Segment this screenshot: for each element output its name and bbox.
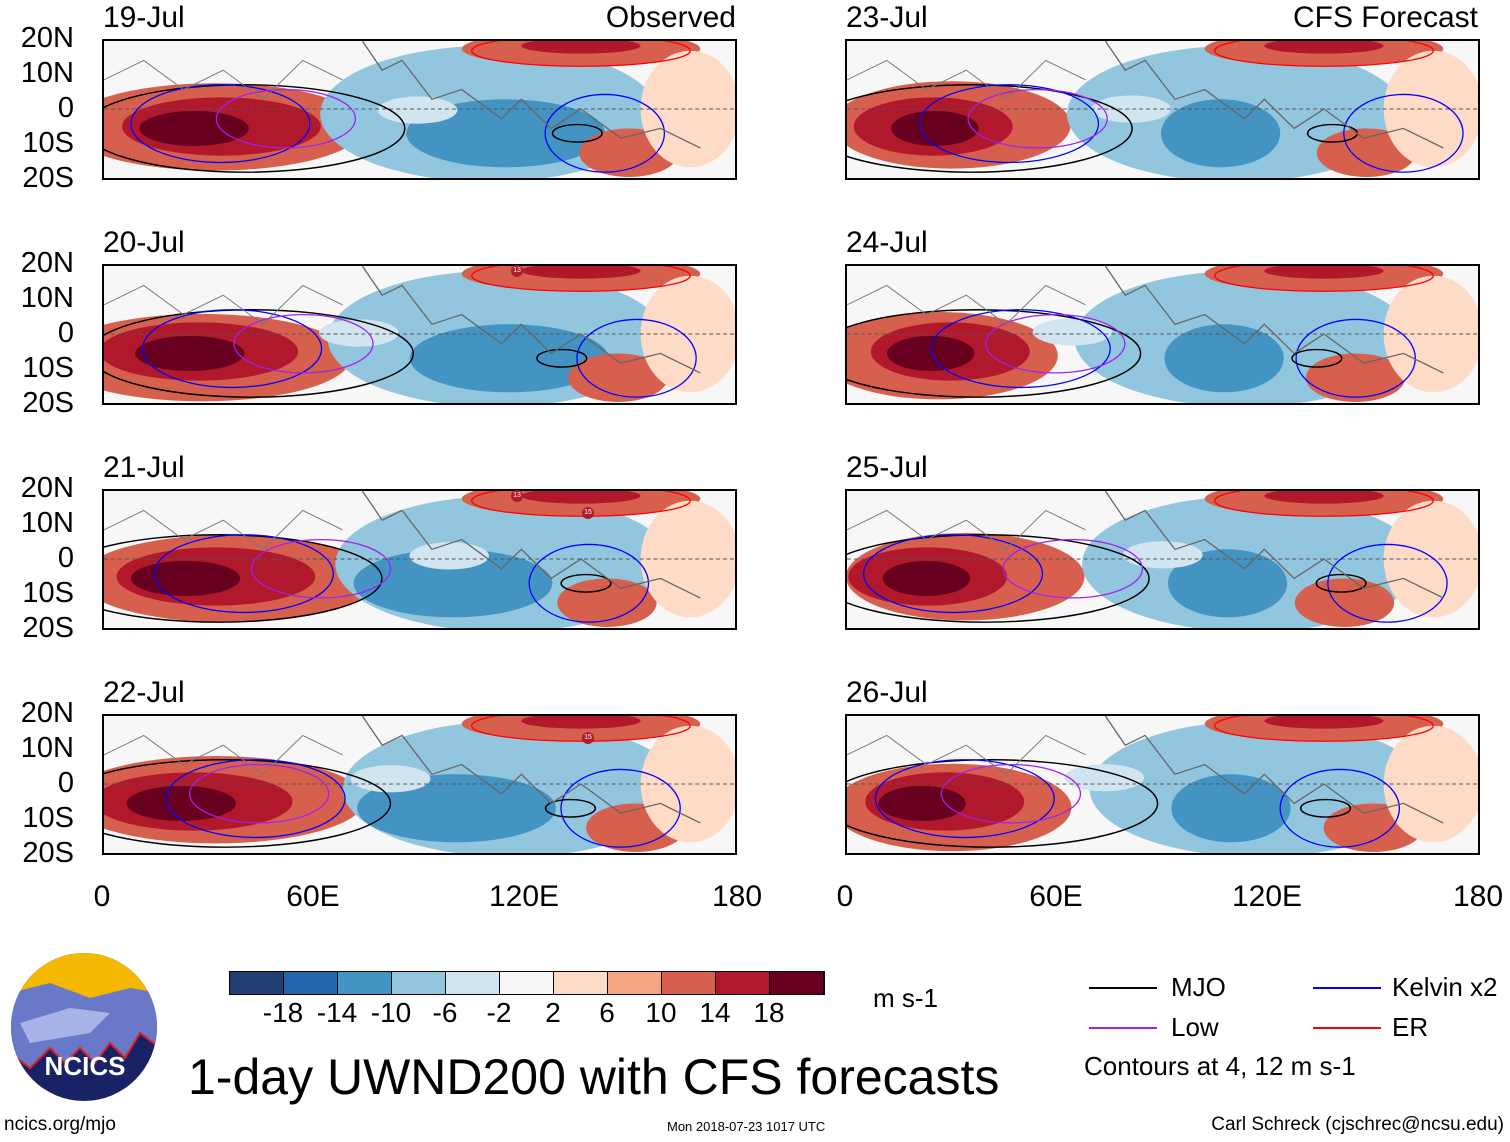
legend-low: Low	[1171, 1012, 1219, 1042]
map-panel	[845, 264, 1480, 405]
lat-label: 10S	[22, 352, 74, 384]
colorbar-label: -14	[316, 997, 358, 1028]
uwnd-field	[847, 491, 1478, 628]
lat-label: 20S	[22, 612, 74, 644]
map-panel	[845, 39, 1480, 180]
legend-mjo-line	[1089, 987, 1157, 989]
storm-marker: 15	[582, 507, 594, 519]
uwnd-field	[104, 41, 735, 178]
lon-label: 180	[711, 880, 763, 913]
uwnd-field	[104, 266, 735, 403]
colorbar-swatch	[770, 972, 824, 994]
figure-title: 1-day UWND200 with CFS forecasts	[188, 1049, 1000, 1105]
lat-label: 10N	[20, 507, 74, 539]
lon-label: 60E	[1029, 880, 1083, 913]
lat-label: 20N	[20, 247, 74, 279]
storm-marker: 13	[511, 265, 523, 277]
lat-label: 20S	[22, 837, 74, 869]
footer-timestamp: Mon 2018-07-23 1017 UTC	[667, 1119, 826, 1134]
lat-label: 20N	[20, 472, 74, 504]
map-panel	[102, 264, 737, 405]
observed-title: Observed	[605, 1, 736, 34]
colorbar-swatch	[716, 972, 770, 994]
colorbar-swatch	[662, 972, 716, 994]
lon-label: 120E	[488, 880, 560, 913]
lat-label: 20N	[20, 697, 74, 729]
panel-date: 19-Jul	[103, 1, 185, 34]
storm-marker: 13	[511, 490, 523, 502]
map-panel	[102, 489, 737, 630]
lat-label: 10N	[20, 282, 74, 314]
legend-mjo: MJO	[1171, 972, 1226, 1002]
lat-label: 0	[57, 767, 74, 799]
colorbar-label: -6	[432, 997, 458, 1028]
colorbar	[229, 971, 825, 995]
colorbar-swatch	[608, 972, 662, 994]
cfs-forecast-title: CFS Forecast	[1292, 1, 1478, 34]
legend-low-line	[1089, 1027, 1157, 1029]
lat-label: 0	[57, 317, 74, 349]
lat-label: 0	[57, 92, 74, 124]
legend-kelvin: Kelvin x2	[1392, 972, 1498, 1002]
colorbar-swatch	[284, 972, 338, 994]
uwnd-field	[104, 716, 735, 853]
uwnd-field	[104, 491, 735, 628]
panel-date: 25-Jul	[846, 451, 928, 484]
colorbar-label: 10	[645, 997, 677, 1028]
lon-label: 0	[836, 880, 854, 913]
storm-marker: 15	[582, 732, 594, 744]
footer-link[interactable]: ncics.org/mjo	[4, 1114, 116, 1135]
lat-label: 10N	[20, 57, 74, 89]
map-panel	[102, 714, 737, 855]
ncics-logo: NCICS	[11, 953, 157, 1101]
lat-label: 0	[57, 542, 74, 574]
uwnd-field	[847, 266, 1478, 403]
colorbar-swatch	[554, 972, 608, 994]
colorbar-swatch	[500, 972, 554, 994]
colorbar-swatch	[338, 972, 392, 994]
colorbar-label: 14	[699, 997, 731, 1028]
colorbar-label: -2	[486, 997, 512, 1028]
lat-label: 10N	[20, 732, 74, 764]
legend-er-line	[1313, 1027, 1381, 1029]
colorbar-label: -18	[262, 997, 304, 1028]
lon-label: 0	[93, 880, 111, 913]
colorbar-label: 18	[753, 997, 785, 1028]
colorbar-swatch	[446, 972, 500, 994]
colorbar-swatch	[230, 972, 284, 994]
legend-kelvin-line	[1313, 987, 1381, 989]
map-panel	[845, 489, 1480, 630]
lat-label: 20N	[20, 22, 74, 54]
colorbar-units: m s-1	[873, 983, 938, 1013]
lat-label: 10S	[22, 577, 74, 609]
lon-label: 180	[1452, 880, 1504, 913]
lat-label: 20S	[22, 162, 74, 194]
colorbar-label: -10	[370, 997, 412, 1028]
legend-er: ER	[1392, 1012, 1429, 1042]
footer-author: Carl Schreck (cjschrec@ncsu.edu)	[1211, 1114, 1504, 1135]
map-panel	[102, 39, 737, 180]
lat-label: 10S	[22, 802, 74, 834]
lon-label: 120E	[1231, 880, 1303, 913]
lat-label: 20S	[22, 387, 74, 419]
contour-note: Contours at 4, 12 m s-1	[1084, 1051, 1356, 1081]
lat-label: 10S	[22, 127, 74, 159]
map-panel	[845, 714, 1480, 855]
panel-date: 26-Jul	[846, 676, 928, 709]
panel-date: 24-Jul	[846, 226, 928, 259]
panel-date: 21-Jul	[103, 451, 185, 484]
panel-date: 22-Jul	[103, 676, 185, 709]
logo-text: NCICS	[45, 1051, 126, 1081]
uwnd-field	[847, 716, 1478, 853]
panel-date: 23-Jul	[846, 1, 928, 34]
colorbar-label: 2	[545, 997, 561, 1028]
uwnd-field	[847, 41, 1478, 178]
panel-date: 20-Jul	[103, 226, 185, 259]
colorbar-label: 6	[599, 997, 615, 1028]
colorbar-swatch	[392, 972, 446, 994]
lon-label: 60E	[286, 880, 340, 913]
